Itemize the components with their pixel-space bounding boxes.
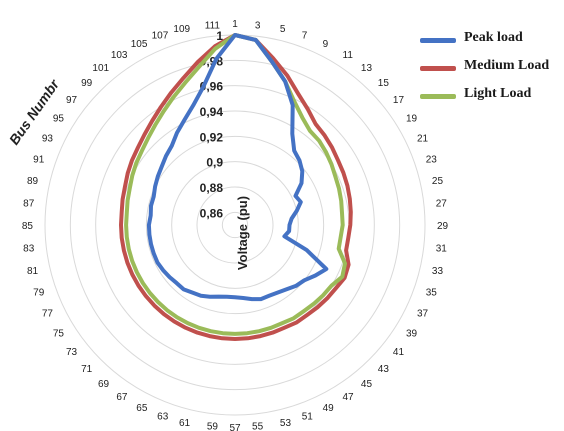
category-label: 1 xyxy=(232,19,238,30)
category-label: 103 xyxy=(111,50,128,61)
category-label: 91 xyxy=(33,154,45,165)
category-label: 55 xyxy=(252,422,264,431)
grid-ring-5 xyxy=(95,85,375,365)
legend-swatch-light-load xyxy=(420,94,456,99)
category-label: 87 xyxy=(23,198,35,209)
category-label: 53 xyxy=(280,418,292,429)
category-label: 29 xyxy=(437,221,449,232)
category-label: 107 xyxy=(152,30,169,41)
category-label: 3 xyxy=(255,20,261,31)
category-label: 43 xyxy=(378,364,390,375)
category-label: 65 xyxy=(136,403,148,414)
category-label: 41 xyxy=(393,347,405,358)
category-axis-title: Bus Numbr xyxy=(6,75,63,147)
category-label: 95 xyxy=(53,114,65,125)
category-label: 19 xyxy=(406,114,418,125)
category-label: 47 xyxy=(343,392,355,403)
radial-tick-label: 1 xyxy=(216,29,223,43)
category-label: 9 xyxy=(323,39,329,50)
grid-ring-6 xyxy=(69,59,401,391)
grid-ring-2 xyxy=(171,161,299,289)
category-label: 27 xyxy=(436,198,448,209)
category-label: 111 xyxy=(205,20,221,31)
category-label: 49 xyxy=(323,403,335,414)
category-label: 25 xyxy=(432,176,444,187)
category-label: 31 xyxy=(436,244,448,255)
legend-item-light-load: Light Load xyxy=(420,84,560,112)
category-label: 45 xyxy=(361,379,373,390)
series-line-medium-load xyxy=(119,33,353,341)
category-label: 79 xyxy=(33,288,45,299)
category-label: 99 xyxy=(81,78,93,89)
category-label: 105 xyxy=(131,39,148,50)
category-label: 59 xyxy=(207,422,219,431)
radial-tick-label: 0,94 xyxy=(200,105,224,119)
category-label: 61 xyxy=(179,418,191,429)
radial-tick-label: 0,92 xyxy=(200,130,224,144)
grid-ring-3 xyxy=(145,135,325,315)
category-label: 39 xyxy=(406,329,418,340)
legend-item-medium-load: Medium Load xyxy=(420,56,560,84)
category-label: 67 xyxy=(116,392,128,403)
category-label: 15 xyxy=(378,78,390,89)
category-label: 93 xyxy=(42,133,54,144)
category-label: 109 xyxy=(173,24,190,35)
category-label: 5 xyxy=(280,24,286,35)
radial-tick-label: 0,9 xyxy=(206,156,223,170)
radial-tick-label: 0,88 xyxy=(200,181,224,195)
category-label: 35 xyxy=(426,288,438,299)
category-label: 23 xyxy=(426,154,438,165)
legend-swatch-peak-load xyxy=(420,38,456,43)
category-label: 77 xyxy=(42,309,54,320)
legend-swatch-medium-load xyxy=(420,66,456,71)
category-label: 73 xyxy=(66,347,78,358)
legend-label-peak-load: Peak load xyxy=(464,30,523,45)
category-label: 89 xyxy=(27,176,39,187)
category-label: 7 xyxy=(302,30,308,41)
radial-ticks: 0,860,880,90,920,940,960,981 xyxy=(200,29,224,220)
category-label: 17 xyxy=(393,95,405,106)
category-label: 71 xyxy=(81,364,93,375)
category-label: 13 xyxy=(361,63,373,74)
radial-tick-label: 0,86 xyxy=(200,206,224,220)
category-label: 101 xyxy=(92,63,109,74)
category-label: 63 xyxy=(157,412,169,423)
grid-ring-0 xyxy=(221,211,249,239)
radial-axis-title: Voltage (pu) xyxy=(235,196,250,270)
category-label: 37 xyxy=(417,309,429,320)
legend-item-peak-load: Peak load xyxy=(420,28,560,56)
category-label: 69 xyxy=(98,379,110,390)
category-labels: 1 3 57911131517192123252729313335373941434… xyxy=(22,19,449,431)
category-label: 81 xyxy=(27,266,39,277)
category-label: 57 xyxy=(229,423,241,431)
category-label: 33 xyxy=(432,266,444,277)
category-label: 21 xyxy=(417,133,429,144)
category-label: 97 xyxy=(66,95,78,106)
category-label: 11 xyxy=(343,50,354,61)
legend-label-medium-load: Medium Load xyxy=(464,58,550,73)
category-label: 85 xyxy=(22,221,34,232)
category-label: 75 xyxy=(53,329,65,340)
grid-ring-1 xyxy=(196,186,274,264)
category-label: 83 xyxy=(23,244,35,255)
series-line-peak-load xyxy=(146,33,329,302)
legend-label-light-load: Light Load xyxy=(464,86,532,101)
legend: Peak load Medium Load Light Load xyxy=(420,28,560,112)
series-line-light-load xyxy=(124,33,347,336)
category-label: 51 xyxy=(302,412,314,423)
